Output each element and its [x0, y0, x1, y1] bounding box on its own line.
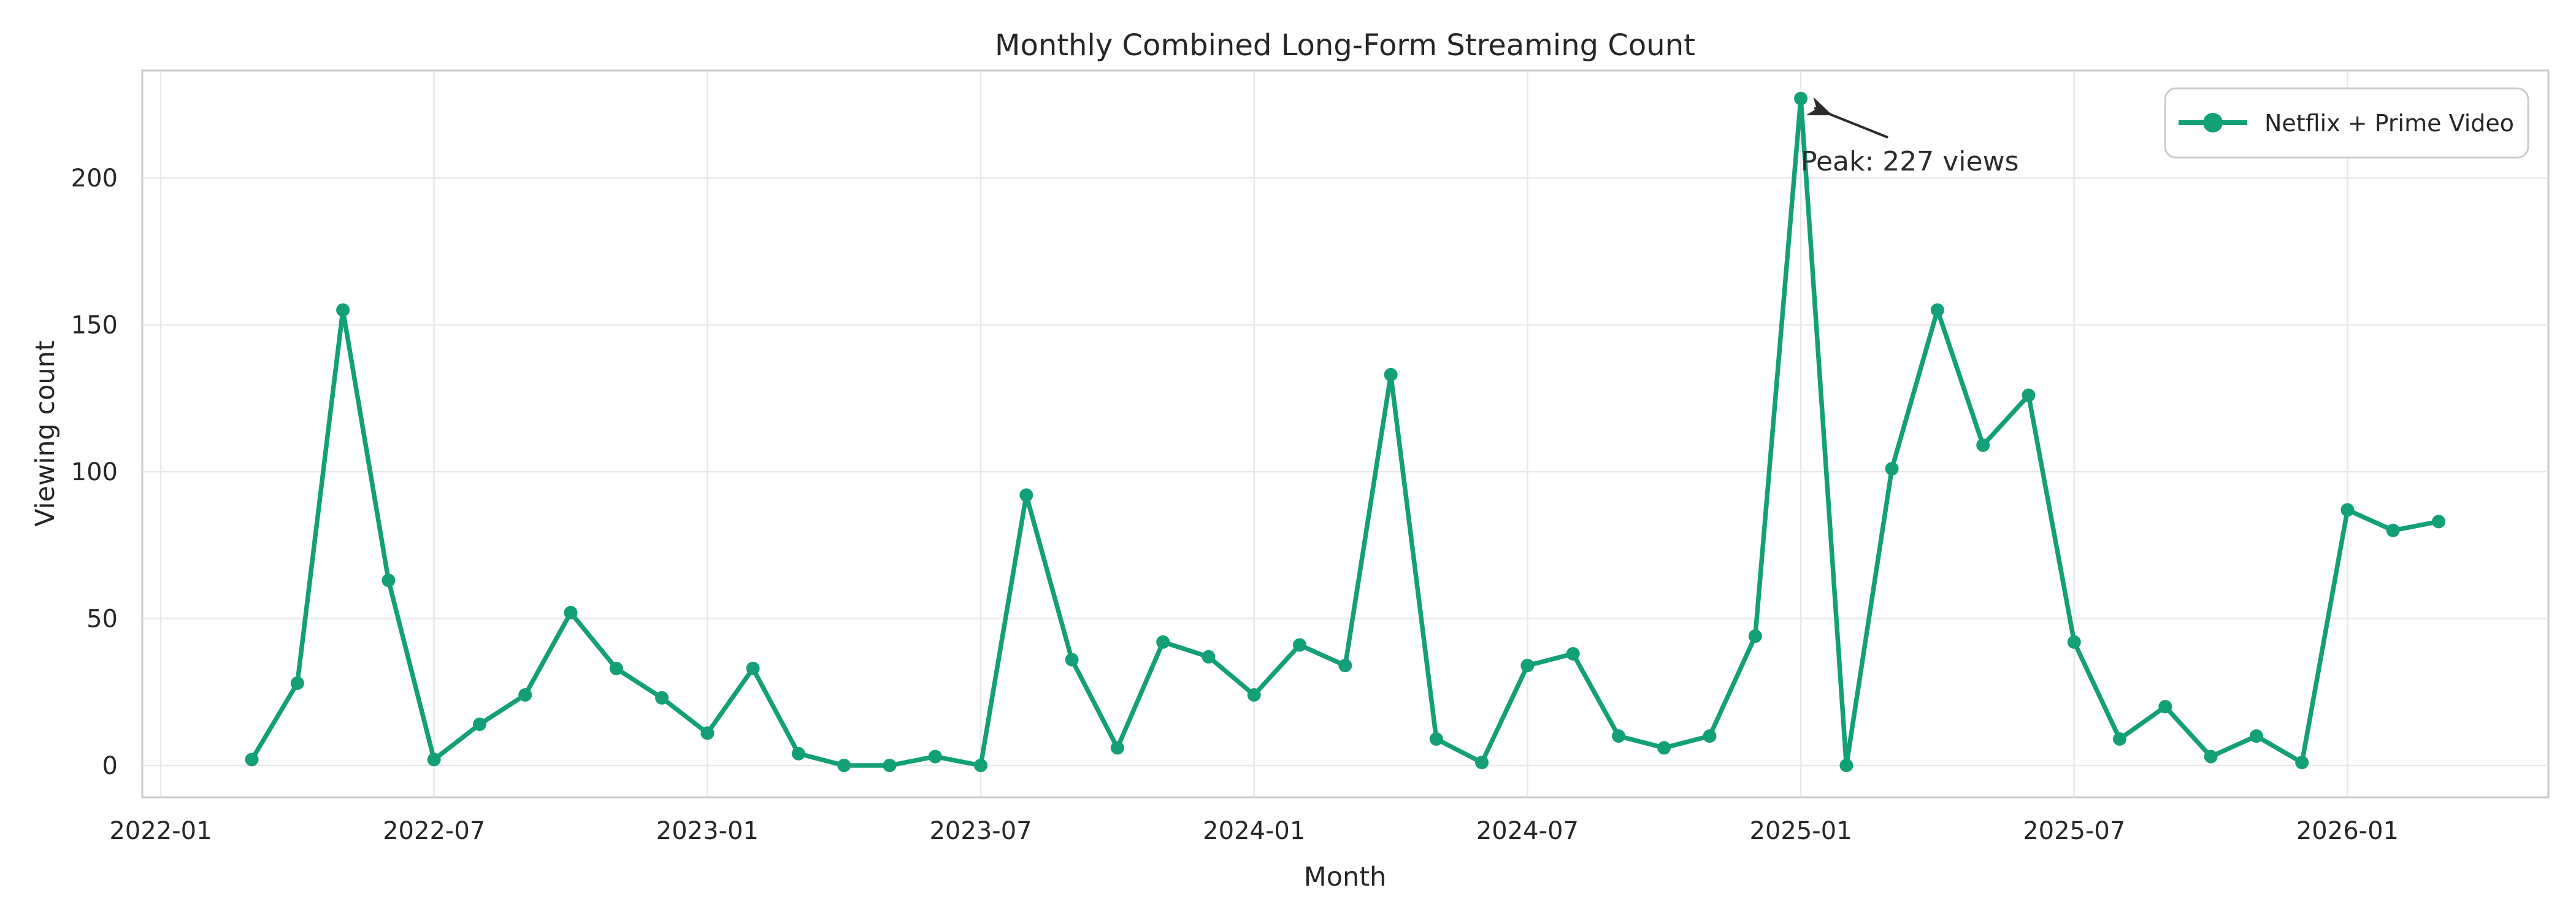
data-point-marker — [700, 726, 715, 740]
y-tick-label: 50 — [86, 605, 118, 634]
data-point-marker — [2340, 503, 2355, 517]
x-tick-label: 2024-07 — [1476, 817, 1579, 845]
data-point-marker — [2022, 388, 2036, 402]
x-tick-label: 2025-07 — [2023, 817, 2125, 845]
data-point-marker — [1293, 638, 1306, 652]
data-point-marker — [1065, 653, 1079, 667]
data-point-marker — [1748, 629, 1762, 643]
annotation-arrow — [1806, 97, 1888, 139]
y-tick-label: 0 — [102, 752, 118, 780]
data-point-marker — [245, 753, 259, 767]
data-point-marker — [427, 753, 441, 767]
data-point-marker — [2204, 749, 2218, 764]
y-tick-labels: 0 50 100 150 200 — [71, 164, 118, 780]
x-tick-labels: 2022-01 2022-07 2023-01 2023-07 2024-01 2024-… — [109, 817, 2399, 845]
data-point-marker — [2295, 756, 2309, 770]
data-point-marker — [974, 759, 987, 772]
legend-frame — [2164, 87, 2529, 159]
data-point-marker — [1703, 729, 1717, 743]
data-point-marker — [928, 749, 942, 764]
x-axis-label: Month — [1304, 862, 1387, 892]
data-point-marker — [2158, 700, 2172, 714]
chart-title: Monthly Combined Long-Form Streaming Cou… — [995, 28, 1695, 63]
data-point-marker — [1429, 732, 1443, 746]
data-point-marker — [2249, 729, 2263, 743]
x-tick-label: 2025-01 — [1750, 817, 1852, 845]
data-point-marker — [336, 303, 350, 317]
data-point-marker — [473, 717, 486, 731]
data-point-marker — [290, 676, 304, 690]
data-point-marker — [1885, 462, 1899, 476]
data-point-marker — [1794, 91, 1808, 105]
x-tick-label: 2022-01 — [109, 817, 212, 845]
data-point-marker — [2113, 732, 2126, 746]
data-point-marker — [381, 573, 396, 588]
x-tick-label: 2023-07 — [929, 817, 1032, 845]
legend: Netflix + Prime Video — [2164, 87, 2529, 159]
data-point-marker — [883, 759, 897, 772]
data-point-marker — [1520, 659, 1535, 673]
data-point-marker — [1110, 741, 1124, 755]
y-tick-label: 200 — [71, 164, 118, 193]
data-point-marker — [837, 759, 851, 772]
data-point-marker — [609, 661, 623, 675]
data-point-marker — [1019, 488, 1033, 502]
data-point-marker — [1930, 303, 1944, 317]
data-point-marker — [2386, 523, 2400, 537]
data-point-marker — [791, 746, 805, 761]
legend-marker-icon — [2203, 113, 2223, 132]
x-tick-label: 2023-01 — [656, 817, 759, 845]
data-point-marker — [1612, 729, 1625, 743]
data-point-marker — [655, 691, 669, 705]
data-point-marker — [564, 605, 578, 619]
gridlines — [142, 71, 2548, 797]
data-point-marker — [746, 661, 760, 675]
plot-area — [141, 69, 2550, 799]
x-tick-label: 2026-01 — [2296, 817, 2399, 845]
data-point-marker — [518, 688, 532, 702]
data-point-marker — [1338, 659, 1352, 673]
data-point-marker — [1247, 688, 1261, 702]
series-netflix-prime-video — [245, 91, 2445, 772]
data-point-marker — [1566, 647, 1580, 661]
peak-annotation: Peak: 227 views — [1801, 97, 2019, 177]
data-point-marker — [1657, 741, 1671, 755]
data-point-marker — [1202, 650, 1216, 664]
y-axis-label: Viewing count — [30, 340, 61, 527]
data-point-marker — [2432, 515, 2445, 529]
x-tick-label: 2024-01 — [1203, 817, 1305, 845]
legend-label: Netflix + Prime Video — [2264, 110, 2514, 137]
data-point-marker — [1156, 635, 1170, 649]
data-point-marker — [1384, 367, 1398, 381]
data-point-marker — [1475, 756, 1489, 770]
y-tick-label: 100 — [71, 458, 118, 486]
data-point-marker — [1976, 438, 1990, 452]
data-point-marker — [2067, 635, 2081, 649]
x-tick-label: 2022-07 — [383, 817, 485, 845]
annotation-text: Peak: 227 views — [1801, 146, 2019, 177]
data-point-marker — [1839, 759, 1853, 772]
y-tick-label: 150 — [71, 312, 118, 340]
